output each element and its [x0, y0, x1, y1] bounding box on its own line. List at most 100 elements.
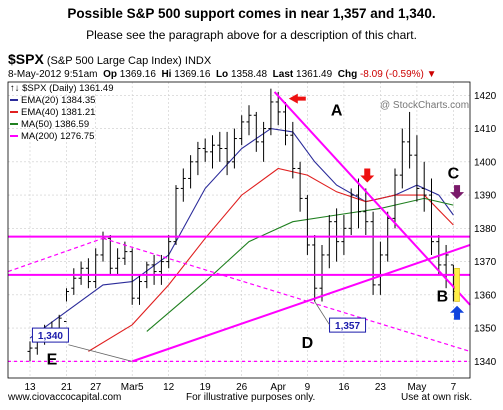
ohlc-bar	[421, 161, 427, 212]
down-triangle-icon: ▼	[426, 69, 437, 80]
ohlc-bar	[414, 135, 420, 202]
chart-subtitle: Please see the paragraph above for a des…	[86, 28, 417, 42]
ohlc-bar	[158, 254, 164, 285]
callout-pointer	[314, 301, 330, 326]
falling-dashed-trendline	[102, 237, 471, 352]
down-arrow-icon	[450, 185, 465, 200]
ohlc-bar	[356, 178, 361, 229]
x-tick-label: 13	[24, 382, 36, 393]
ohlc-bar	[210, 135, 215, 169]
ohlc-bar	[151, 254, 157, 285]
footer-note: For illustrative purposes only.	[186, 392, 316, 403]
last-candle-highlight	[454, 267, 460, 302]
left-arrow-icon	[288, 93, 306, 104]
ohlc-bar	[129, 248, 135, 305]
ticker-name: (S&P 500 Large Cap Index)	[46, 55, 182, 67]
ohlc-bar	[93, 248, 99, 289]
x-tick-label: 19	[200, 382, 212, 393]
y-tick-label: 1370	[474, 257, 497, 268]
ohlc-bar	[78, 261, 84, 285]
point-label: A	[331, 102, 343, 119]
axis-layer: 1340 1350 1360 1370 1380 1390 1400 1410 1420 13 21…	[7, 81, 497, 393]
ohlc-bar	[202, 138, 208, 162]
ohlc-bar	[392, 168, 398, 229]
x-tick-label: 7	[451, 382, 457, 393]
ohlc-bar	[283, 101, 288, 146]
ohlc-bar	[224, 131, 230, 176]
ohlc-bar	[290, 121, 296, 179]
ohlc-bar	[261, 121, 267, 162]
left-dashed-trendline	[7, 237, 104, 273]
down-arrow-icon	[360, 168, 375, 183]
x-tick-label: 12	[163, 382, 175, 393]
x-tick-label: 21	[61, 382, 73, 393]
ohlc-bar	[341, 215, 347, 255]
high-label: Hi	[161, 69, 172, 80]
trendline-overlay-layer	[7, 91, 471, 363]
y-tick-label: 1380	[474, 224, 497, 235]
plot-frame	[7, 81, 471, 379]
ohlc-bar	[115, 248, 121, 275]
watermark: @ StockCharts.com	[380, 100, 469, 111]
x-tick-label: 23	[375, 382, 387, 393]
ohlc-bar	[188, 155, 194, 189]
falling-trendline	[273, 91, 471, 306]
ohlc-bar	[326, 215, 332, 269]
x-tick-label: 16	[338, 382, 350, 393]
ohlc-bar	[407, 111, 413, 169]
ohlc-bar	[107, 234, 113, 275]
x-tick-label: 26	[236, 382, 248, 393]
footer-risk: Use at own risk.	[401, 392, 473, 403]
y-tick-label: 1350	[474, 324, 497, 335]
chart-title: Possible S&P 500 support comes in near 1…	[67, 6, 436, 21]
chg-value: -8.09 (-0.59%)	[359, 69, 424, 80]
up-arrow-icon	[450, 305, 465, 320]
price-callout-label: 1,357	[335, 321, 360, 332]
y-tick-label: 1400	[474, 157, 497, 168]
y-tick-label: 1360	[474, 290, 497, 301]
open-label: Op	[103, 69, 117, 80]
last-label: Last	[272, 69, 294, 80]
y-tick-label: 1340	[474, 357, 497, 368]
x-tick-label: Mar5	[121, 382, 144, 393]
quote-line: 8-May-2012 9:51am Op 1369.16 Hi 1369.16 …	[8, 69, 437, 80]
ohlc-bar	[173, 185, 179, 245]
quote-date: 8-May-2012 9:51am	[8, 69, 98, 80]
ohlc-bar	[137, 274, 142, 305]
chg-label: Chg	[337, 69, 358, 80]
ohlc-bar	[166, 234, 172, 269]
ohlc-bar	[370, 211, 376, 295]
rising-trendline	[131, 244, 471, 363]
ohlc-bar	[304, 195, 310, 255]
ticker-header: $SPX (S&P 500 Large Cap Index) INDX	[8, 51, 211, 67]
ohlc-bar	[180, 168, 186, 202]
ohlc-bar	[399, 128, 405, 189]
low-label: Lo	[215, 69, 229, 80]
ticker-symbol: $SPX	[8, 51, 44, 67]
candles-layer	[27, 88, 456, 362]
y-tick-label: 1420	[474, 91, 497, 102]
callout-pointer	[68, 344, 133, 362]
price-callout-box	[329, 317, 367, 333]
ohlc-bar	[239, 115, 245, 146]
footer-site: www.ciovaccocapital.com	[8, 392, 122, 403]
point-label: C	[448, 165, 460, 182]
x-tick-label: 9	[305, 382, 311, 393]
x-tick-label: 27	[90, 382, 102, 393]
point-label: D	[302, 335, 314, 352]
legend-entry: MA(50) 1386.59	[21, 119, 89, 130]
ohlc-bar	[246, 105, 252, 136]
ohlc-bar	[217, 131, 223, 162]
ohlc-bar	[275, 91, 281, 126]
y-tick-label: 1410	[474, 124, 497, 135]
ohlc-bar	[195, 141, 201, 176]
high-value: 1369.16	[174, 69, 211, 80]
grid-layer	[8, 82, 470, 378]
price-callout-box	[31, 327, 69, 343]
ohlc-bar	[429, 178, 434, 255]
ohlc-bar	[71, 268, 77, 295]
price-callout-label: 1,340	[38, 331, 63, 342]
ohlc-bar	[27, 341, 33, 362]
plot-area	[8, 82, 470, 378]
